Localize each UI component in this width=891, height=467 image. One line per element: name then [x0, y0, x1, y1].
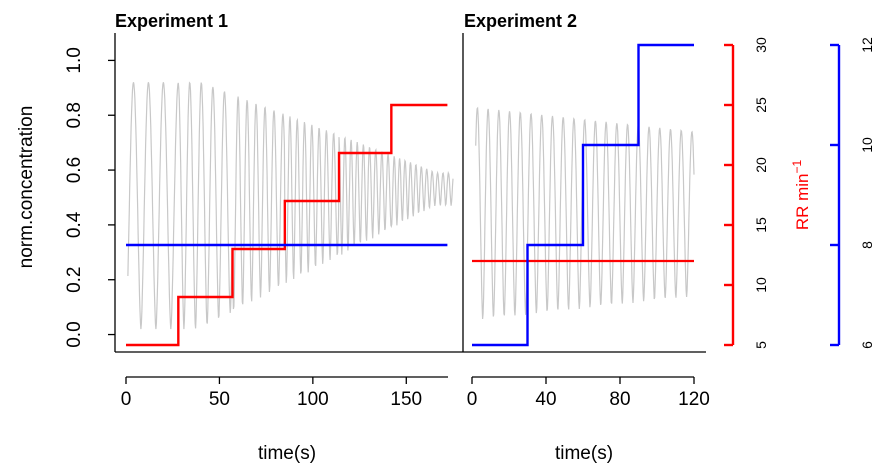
x-axis-2-tick-label: 120	[678, 389, 710, 410]
right-axes: 5 10 15 20 25 30 6 8 10 12 RR min−1	[724, 37, 875, 349]
rr-axis-tick-label: 20	[753, 157, 769, 173]
rr-axis-label: RR min−1	[790, 160, 812, 231]
panel-experiment-1: 0.0 0.2 0.4 0.6 0.8 1.0 0 50 100 150	[64, 33, 464, 410]
rr-axis-tick-label: 10	[753, 277, 769, 293]
x-axis-2-tick-label: 0	[467, 389, 478, 410]
rr-axis-tick-label: 15	[753, 217, 769, 233]
x-axis-1-tick-label: 0	[121, 389, 132, 410]
x-axis-1-tick-label: 100	[297, 389, 329, 410]
x-axis-1-tick-label: 50	[209, 389, 230, 410]
rr-step-line-1	[126, 103, 448, 347]
y-tick-label: 0.2	[64, 267, 85, 293]
x-axis-label-2: time(s)	[555, 443, 613, 464]
panel2-title: Experiment 2	[464, 11, 577, 31]
panel-experiment-2: 0 40 80 120	[463, 43, 710, 410]
y-axis-label: norm.concentration	[16, 106, 37, 269]
vt-axis-tick-label: 8	[859, 241, 875, 249]
vt-axis-tick-label: 12	[859, 37, 875, 53]
rr-axis-tick-label: 30	[753, 37, 769, 53]
x-axis-2-tick-label: 80	[609, 389, 630, 410]
vt-axis-tick-label: 6	[859, 341, 875, 349]
panel1-title: Experiment 1	[115, 11, 228, 31]
y-tick-label: 0.6	[64, 157, 85, 183]
y-tick-label: 0.4	[64, 211, 85, 238]
rr-axis-tick-label: 25	[753, 97, 769, 113]
signal-trace-1	[127, 81, 454, 330]
x-axis-1-tick-label: 150	[390, 389, 422, 410]
x-axis-label-1: time(s)	[258, 443, 316, 464]
x-axis-2-tick-label: 40	[535, 389, 556, 410]
signal-trace-2	[475, 106, 695, 320]
y-tick-label: 0.0	[64, 321, 85, 347]
rr-axis-tick-label: 5	[753, 341, 769, 349]
y-tick-label: 0.8	[64, 102, 85, 128]
y-tick-label: 1.0	[64, 47, 85, 73]
vt-axis-tick-label: 10	[859, 137, 875, 153]
vt-step-line-2	[472, 43, 694, 347]
